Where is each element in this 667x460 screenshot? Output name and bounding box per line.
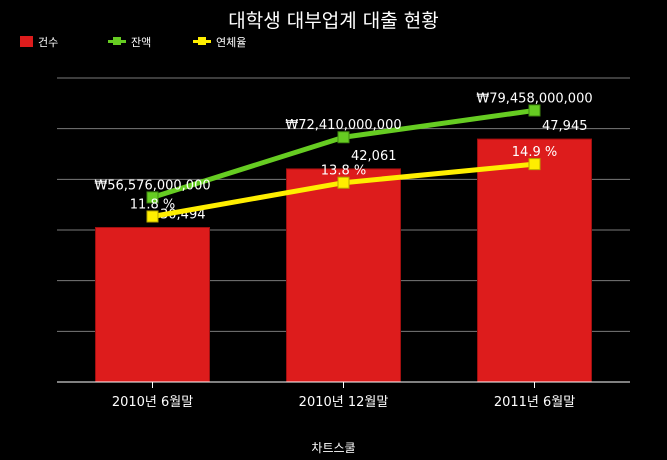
legend-swatch-balance — [108, 36, 126, 47]
x-tick-label: 2010년 6월말 — [112, 395, 193, 410]
bar-count — [95, 226, 210, 383]
balance-data-label: ₩72,410,000,000 — [285, 118, 401, 133]
source-credit: 차트스쿨 — [311, 441, 356, 455]
legend-item-delinquency: 연체율 — [193, 35, 246, 51]
point-delinquency — [528, 158, 541, 171]
bar-count — [286, 168, 401, 383]
balance-data-label: ₩56,576,000,000 — [94, 178, 210, 193]
delinquency-data-label: 11.8 % — [130, 197, 175, 212]
bar-data-label: 42,061 — [351, 149, 397, 164]
delinquency-data-label: 14.9 % — [512, 145, 557, 160]
point-delinquency — [337, 176, 350, 189]
legend-label-balance: 잔액 — [131, 36, 152, 49]
chart-title: 대학생 대부업계 대출 현황 — [228, 10, 439, 32]
point-balance — [528, 104, 541, 117]
point-delinquency — [146, 210, 159, 223]
x-tick-label: 2011년 6월말 — [494, 395, 575, 410]
point-balance — [146, 191, 159, 204]
legend-swatch-delinquency — [193, 36, 211, 47]
legend-item-balance: 잔액 — [108, 35, 151, 51]
bar-count — [477, 138, 592, 383]
x-tick-label: 2010년 12월말 — [299, 395, 389, 410]
legend-swatch-count — [20, 36, 33, 47]
bar-data-label: 47,945 — [542, 119, 588, 134]
balance-data-label: ₩79,458,000,000 — [476, 91, 592, 106]
delinquency-data-label: 13.8 % — [321, 164, 366, 179]
point-balance — [337, 131, 350, 144]
legend-item-count: 건수 — [20, 35, 58, 51]
legend-label-delinquency: 연체율 — [216, 36, 247, 49]
legend-label-count: 건수 — [38, 36, 59, 49]
